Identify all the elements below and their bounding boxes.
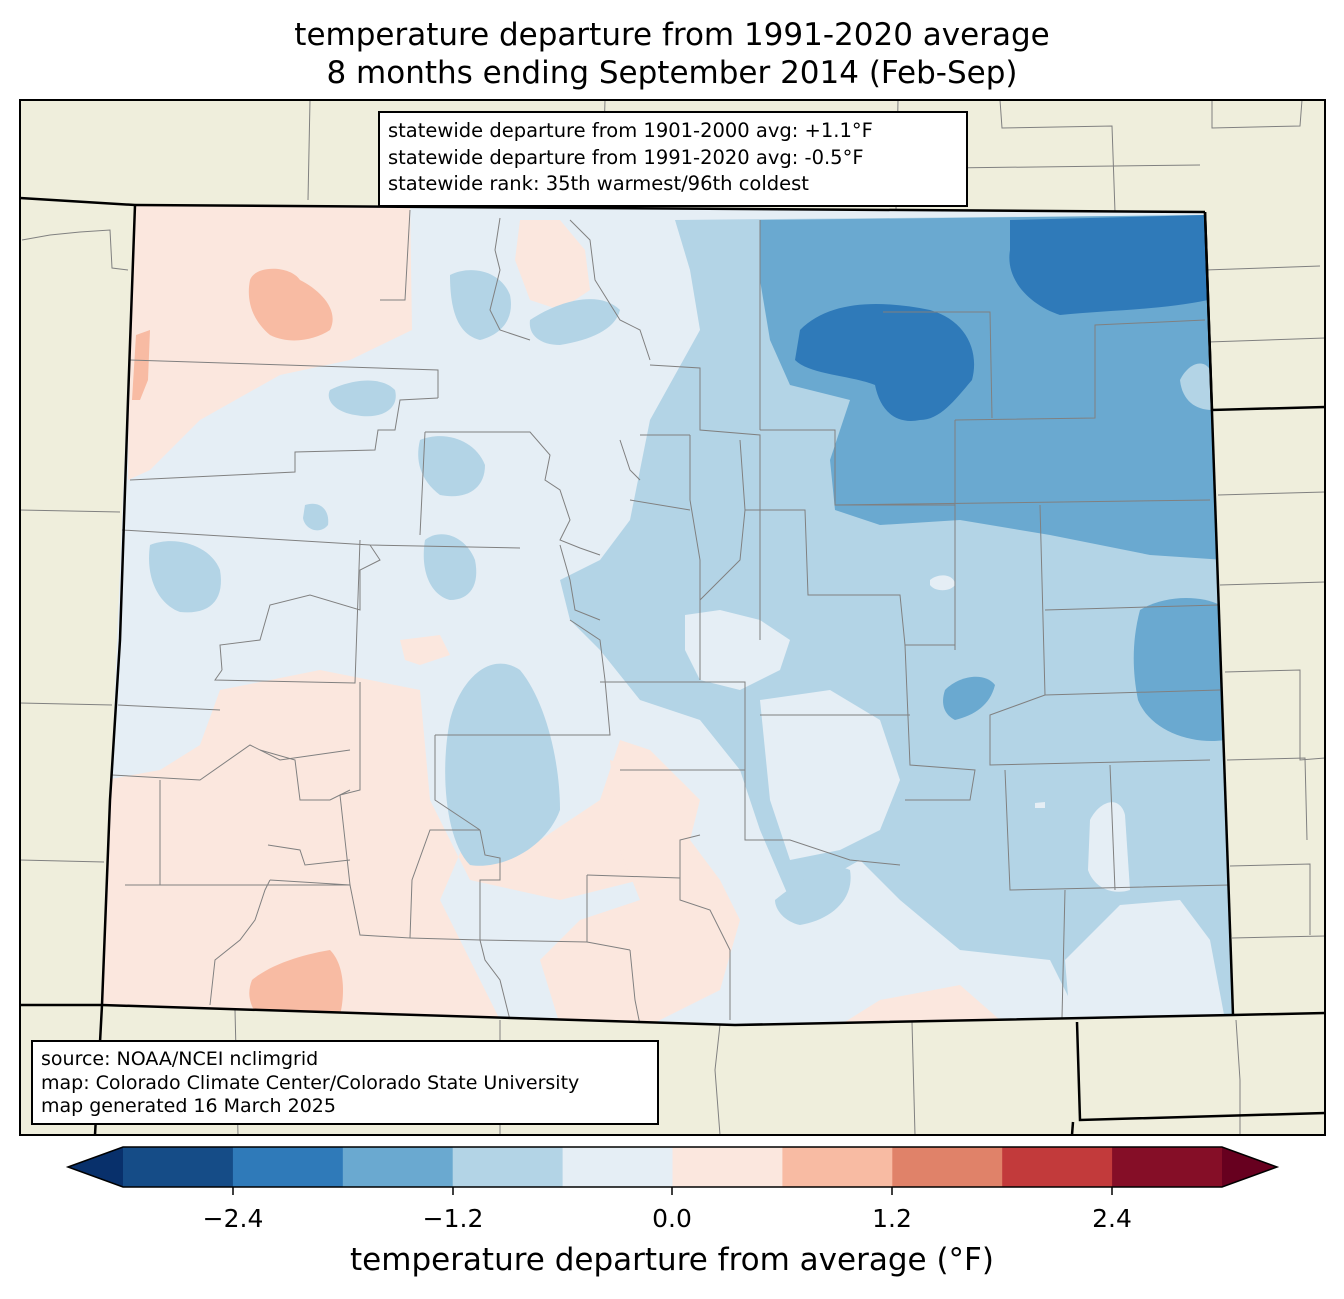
colorbar-extend-low <box>68 1147 123 1187</box>
colorbar-bin <box>452 1147 564 1187</box>
source-box: source: NOAA/NCEI nclimgrid map: Colorad… <box>31 1040 659 1125</box>
colorbar-bin <box>782 1147 893 1187</box>
colorbar-tick-label: −2.4 <box>202 1204 264 1233</box>
stats-line-1901-2000: statewide departure from 1901-2000 avg: … <box>388 119 873 142</box>
colorbar-tick-label: −1.2 <box>422 1204 484 1233</box>
colorbar-tick-label: 0.0 <box>652 1204 692 1233</box>
map-generated-line: map generated 16 March 2025 <box>41 1095 336 1117</box>
state-borders <box>19 196 1326 1136</box>
colorbar-extend-high <box>1222 1147 1277 1187</box>
map-subtitle: 8 months ending September 2014 (Feb-Sep) <box>326 55 1018 91</box>
colorbar-bin <box>123 1147 234 1187</box>
colorbar-bin <box>1002 1147 1113 1187</box>
map-credit-line: map: Colorado Climate Center/Colorado St… <box>41 1071 580 1094</box>
statewide-stats-box: statewide departure from 1901-2000 avg: … <box>378 111 968 207</box>
colorbar-bin <box>892 1147 1003 1187</box>
stats-line-1991-2020: statewide departure from 1991-2020 avg: … <box>388 145 864 169</box>
colorbar-bin <box>1112 1147 1223 1187</box>
anomaly-shading <box>102 205 1233 1025</box>
colorbar-bin <box>232 1147 344 1187</box>
source-line: source: NOAA/NCEI nclimgrid <box>41 1048 319 1070</box>
map-frame <box>19 99 1326 1136</box>
colorbar <box>65 1146 1280 1195</box>
colorbar-tick-label: 1.2 <box>872 1204 912 1233</box>
stats-line-rank: statewide rank: 35th warmest/96th coldes… <box>388 172 809 195</box>
colorbar-bin <box>562 1147 673 1187</box>
colorbar-outline <box>65 1146 1280 1188</box>
colorado-county-lines <box>111 209 1231 1025</box>
colorbar-bin <box>342 1147 454 1187</box>
map-title: temperature departure from 1991-2020 ave… <box>294 17 1050 53</box>
colorbar-label: temperature departure from average (°F) <box>350 1242 994 1278</box>
colorbar-tick-label: 2.4 <box>1092 1204 1132 1233</box>
colorbar-bin <box>672 1147 783 1187</box>
